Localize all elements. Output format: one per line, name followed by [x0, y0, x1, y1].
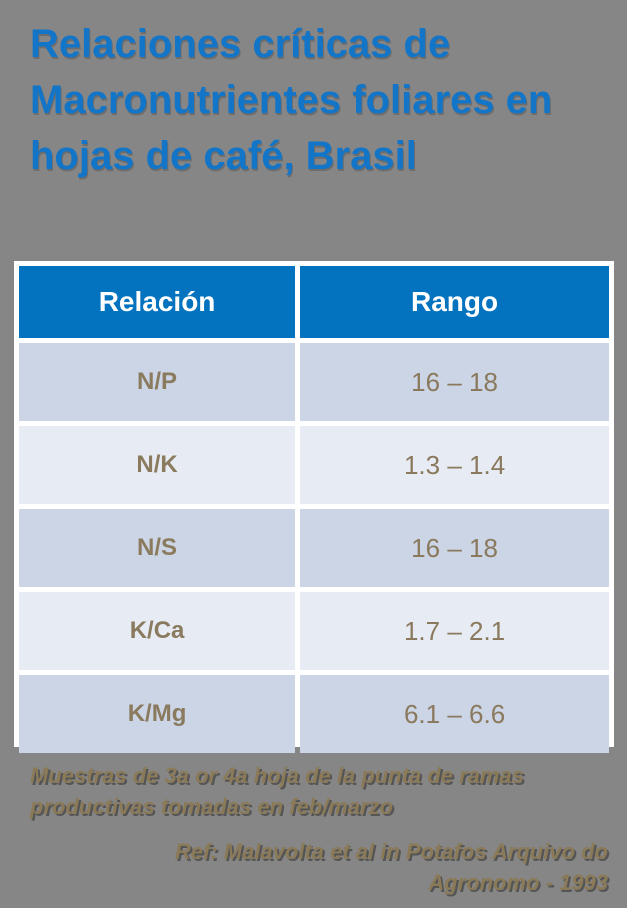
- table-row: N/K 1.3 – 1.4: [19, 426, 609, 504]
- reference-footnote: Ref: Malavolta et al in Potafos Arquivo …: [174, 839, 608, 895]
- column-header-relacion: Relación: [19, 266, 296, 338]
- ratio-table: Relación Rango N/P 16 – 18 N/K 1.3 – 1.4…: [14, 261, 614, 753]
- rango-cell: 1.7 – 2.1: [300, 592, 609, 670]
- relacion-cell: K/Mg: [19, 675, 296, 753]
- column-header-rango: Rango: [300, 266, 609, 338]
- relacion-cell: N/S: [19, 509, 296, 587]
- table-row: K/Ca 1.7 – 2.1: [19, 592, 609, 670]
- rango-cell: 6.1 – 6.6: [300, 675, 609, 753]
- relacion-cell: K/Ca: [19, 592, 296, 670]
- table-row: N/S 16 – 18: [19, 509, 609, 587]
- table-header-row: Relación Rango: [19, 266, 609, 338]
- relacion-cell: N/P: [19, 343, 296, 421]
- table-row: K/Mg 6.1 – 6.6: [19, 675, 609, 753]
- sample-footnote: Muestras de 3a or 4a hoja de la punta de…: [30, 763, 524, 819]
- slide-title: Relaciones críticas de Macronutrientes f…: [30, 22, 553, 178]
- rango-cell: 16 – 18: [300, 509, 609, 587]
- rango-cell: 1.3 – 1.4: [300, 426, 609, 504]
- ratio-table-grid: Relación Rango N/P 16 – 18 N/K 1.3 – 1.4…: [14, 261, 614, 758]
- table-row: N/P 16 – 18: [19, 343, 609, 421]
- rango-cell: 16 – 18: [300, 343, 609, 421]
- relacion-cell: N/K: [19, 426, 296, 504]
